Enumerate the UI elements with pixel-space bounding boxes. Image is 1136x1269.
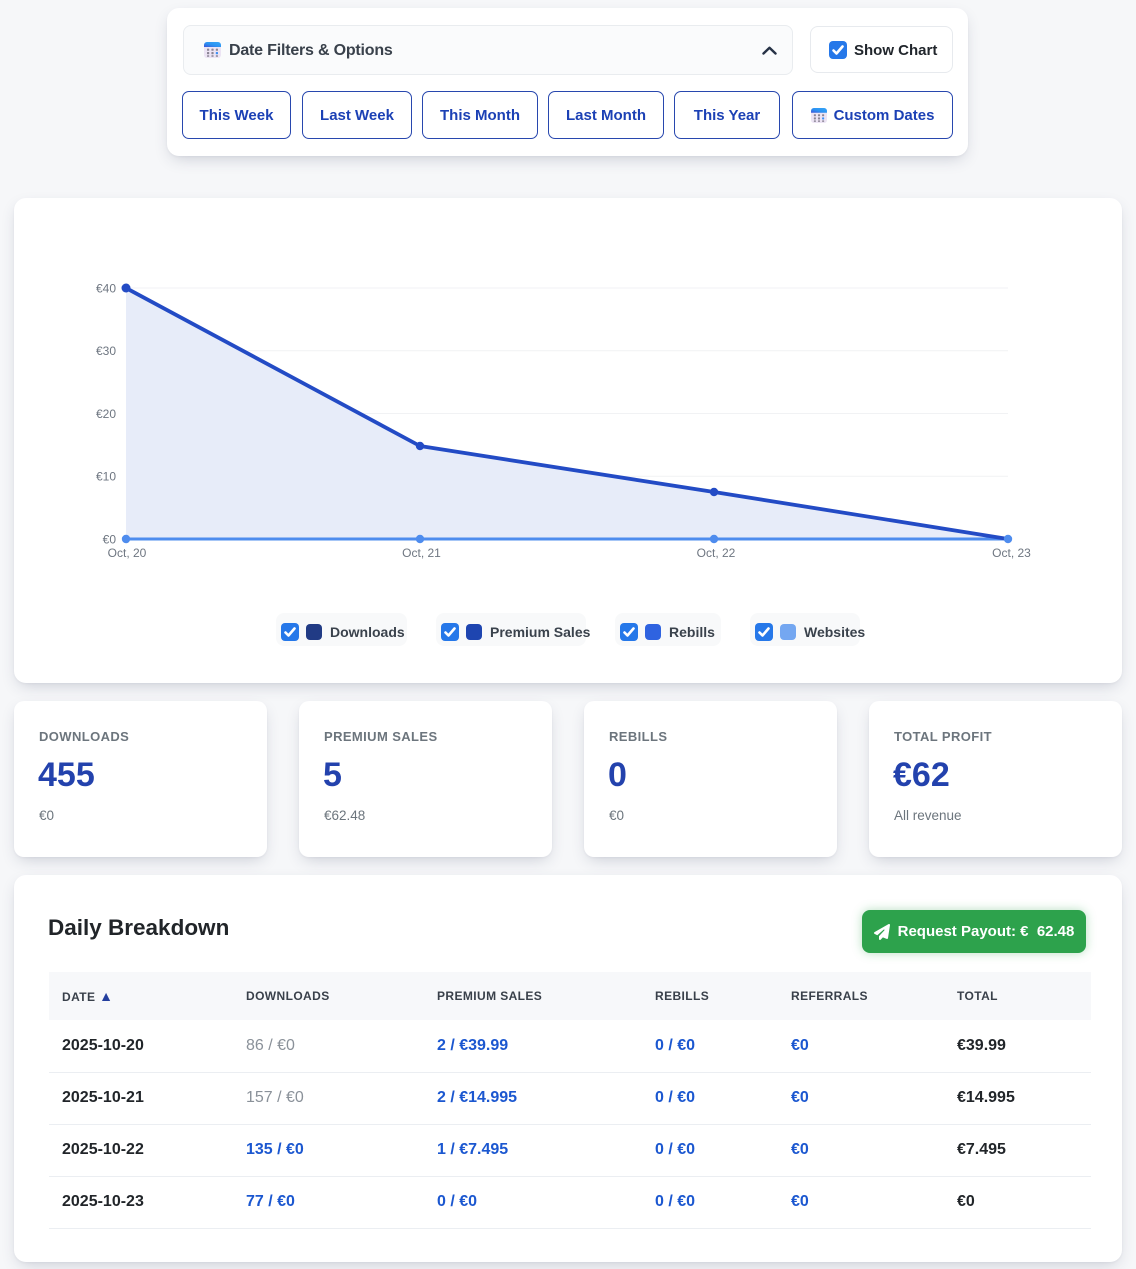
- svg-text:€30: €30: [96, 344, 116, 358]
- svg-text:Oct, 21: Oct, 21: [402, 546, 441, 560]
- svg-text:Oct, 23: Oct, 23: [992, 546, 1031, 560]
- svg-text:€0: €0: [103, 533, 117, 547]
- svg-text:Oct, 22: Oct, 22: [697, 546, 736, 560]
- svg-text:€40: €40: [96, 282, 116, 296]
- svg-text:€20: €20: [96, 407, 116, 421]
- svg-text:€10: €10: [96, 470, 116, 484]
- svg-text:Oct, 20: Oct, 20: [108, 546, 147, 560]
